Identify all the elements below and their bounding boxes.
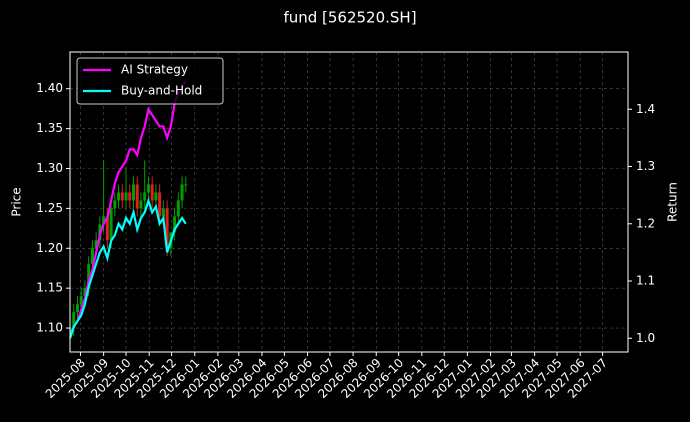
legend-box <box>76 57 224 105</box>
candle-body <box>109 208 113 241</box>
plot-frame <box>69 51 629 353</box>
y-tick-label: 1.15 <box>36 281 63 295</box>
candle-body <box>143 192 147 201</box>
candle-body <box>90 248 94 265</box>
candle-body <box>180 184 184 201</box>
candle-body <box>124 192 128 201</box>
y-tick-label: 1.35 <box>36 121 63 135</box>
plot <box>70 80 188 345</box>
y-tick-label: 1.30 <box>36 161 63 175</box>
y2-tick-label: 1.1 <box>636 274 655 288</box>
candle-body <box>94 240 98 249</box>
candle-body <box>72 312 76 329</box>
candle-body <box>150 184 154 201</box>
candle-body <box>70 328 72 337</box>
legend-label: AI Strategy <box>121 63 188 77</box>
candle-body <box>131 184 135 201</box>
series-line <box>70 197 187 339</box>
candle-body <box>135 184 139 209</box>
candle-body <box>83 288 87 297</box>
y-tick-label: 1.10 <box>36 321 63 335</box>
candle-body <box>158 192 162 217</box>
candle-body <box>165 208 169 249</box>
candle-body <box>154 192 158 201</box>
y2-tick-label: 1.2 <box>636 216 655 230</box>
candle-body <box>176 200 180 217</box>
candle-body <box>105 216 109 241</box>
y2-tick-label: 1.0 <box>636 331 655 345</box>
candle-body <box>184 184 188 186</box>
series-line <box>70 80 187 339</box>
candle-body <box>87 264 91 289</box>
candle-body <box>79 296 83 305</box>
chart-title: fund [562520.SH] <box>283 9 416 27</box>
y2-tick-label: 1.4 <box>636 102 655 116</box>
legend-label: Buy-and-Hold <box>121 84 202 98</box>
candle-body <box>120 192 124 201</box>
candle-body <box>161 208 165 217</box>
y-tick-label: 1.25 <box>36 201 63 215</box>
candle-body <box>128 192 132 201</box>
y-tick-label: 1.40 <box>36 81 63 95</box>
y2-axis-label: Return <box>666 182 680 222</box>
candle-body <box>173 216 177 233</box>
candle-body <box>146 184 150 193</box>
candle-body <box>102 216 106 225</box>
y-tick-label: 1.20 <box>36 241 63 255</box>
candle-body <box>75 304 79 313</box>
y2-tick-label: 1.3 <box>636 159 655 173</box>
candle-body <box>117 192 121 201</box>
candle-body <box>113 200 117 209</box>
y-axis-label: Price <box>10 187 24 216</box>
candle-body <box>139 200 143 209</box>
